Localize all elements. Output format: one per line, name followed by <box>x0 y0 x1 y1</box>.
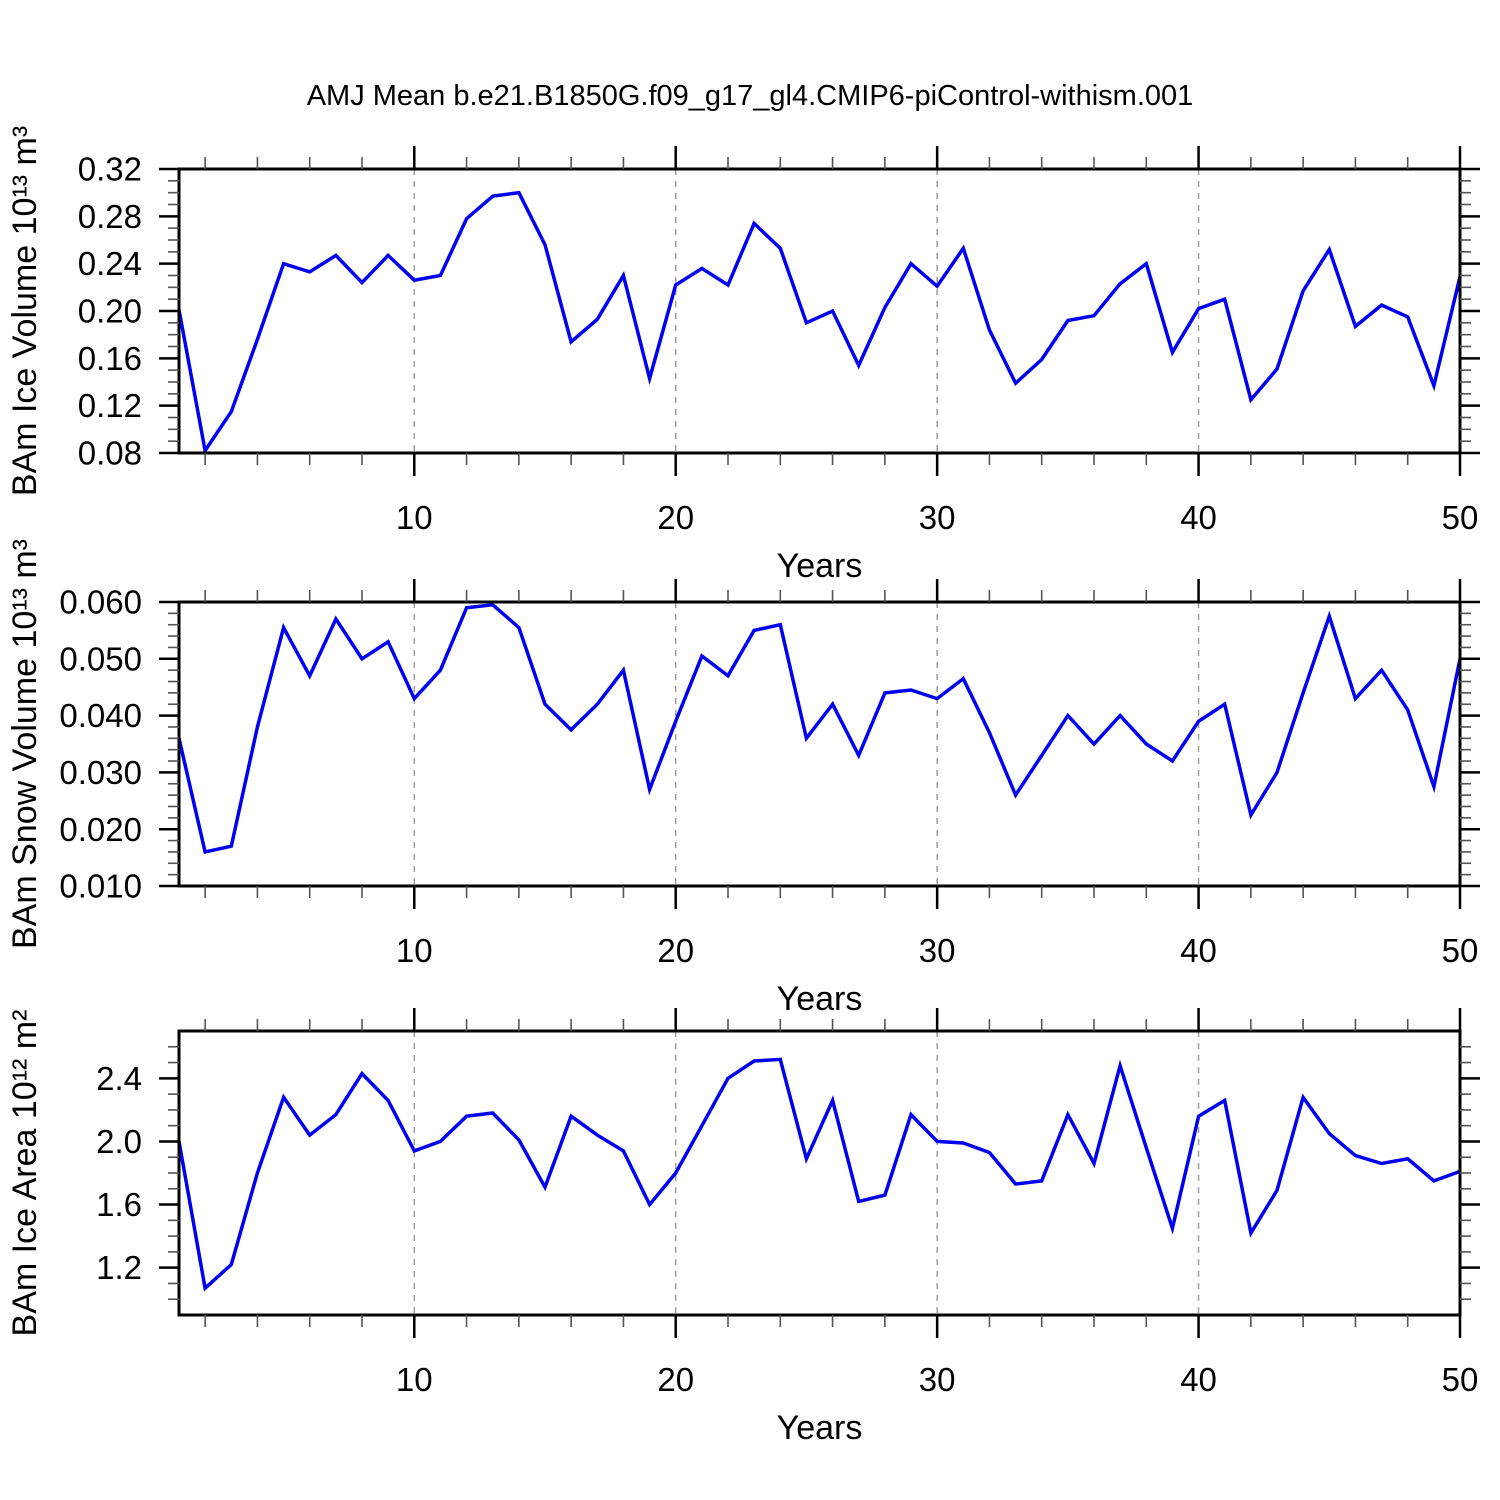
ice-area-chart: 1.2 1.6 2.0 2.4 10 20 30 40 50 BAm Ice Area 10¹² … <box>6 1008 1480 1447</box>
y-tick-label: 0.32 <box>78 151 142 188</box>
y-tick-label: 1.6 <box>96 1186 142 1223</box>
x-axis-label: Years <box>777 980 863 1018</box>
y-tick-label: 0.060 <box>59 584 142 621</box>
y-tick-label: 0.24 <box>78 245 142 282</box>
y-tick-label: 0.020 <box>59 811 142 848</box>
x-tick-label: 50 <box>1442 932 1479 969</box>
x-tick-label: 20 <box>657 1361 694 1398</box>
y-axis-label: BAm Ice Area 10¹² m² <box>6 1010 44 1337</box>
y-tick-label: 0.16 <box>78 340 142 377</box>
x-axis-label: Years <box>777 547 863 585</box>
y-tick-label: 0.040 <box>59 697 142 734</box>
x-tick-label: 30 <box>919 932 956 969</box>
series-line <box>177 190 1462 456</box>
x-tick-label: 50 <box>1442 1361 1479 1398</box>
x-tick-label: 10 <box>396 932 433 969</box>
x-tick-label: 10 <box>396 499 433 536</box>
x-tick-label: 40 <box>1180 499 1217 536</box>
series-line <box>177 602 1462 854</box>
x-tick-label: 30 <box>919 499 956 536</box>
x-tick-label: 40 <box>1180 1361 1217 1398</box>
y-tick-label: 0.050 <box>59 640 142 677</box>
x-tick-label: 30 <box>919 1361 956 1398</box>
y-tick-label: 0.28 <box>78 198 142 235</box>
y-tick-label: 0.010 <box>59 868 142 905</box>
series-line <box>177 1057 1461 1292</box>
y-tick-label: 2.0 <box>96 1123 142 1160</box>
plot-border <box>177 167 1462 455</box>
x-axis-label: Years <box>777 1409 863 1447</box>
y-tick-label: 0.08 <box>78 435 142 472</box>
y-axis-label: BAm Snow Volume 10¹³ m³ <box>6 539 44 949</box>
chart-title: AMJ Mean b.e21.B1850G.f09_g17_gl4.CMIP6-… <box>306 80 1194 112</box>
y-tick-label: 0.030 <box>59 754 142 791</box>
x-tick-label: 20 <box>657 932 694 969</box>
x-tick-label: 20 <box>657 499 694 536</box>
plot-border <box>177 1029 1462 1317</box>
x-tick-label: 40 <box>1180 932 1217 969</box>
ice-volume-chart: 0.08 0.12 0.16 0.20 0.24 0.28 0.32 10 20 30 40 50 BA… <box>6 126 1480 585</box>
plot-border <box>177 600 1462 888</box>
x-tick-label: 50 <box>1442 499 1479 536</box>
y-tick-label: 0.12 <box>78 387 142 424</box>
y-tick-label: 1.2 <box>96 1249 142 1286</box>
x-tick-label: 10 <box>396 1361 433 1398</box>
y-tick-label: 0.20 <box>78 293 142 330</box>
snow-volume-chart: 0.010 0.020 0.030 0.040 0.050 0.060 10 20 30 40 50… <box>6 539 1480 1018</box>
y-axis-label: BAm Ice Volume 10¹³ m³ <box>6 126 44 496</box>
y-tick-label: 2.4 <box>96 1060 142 1097</box>
